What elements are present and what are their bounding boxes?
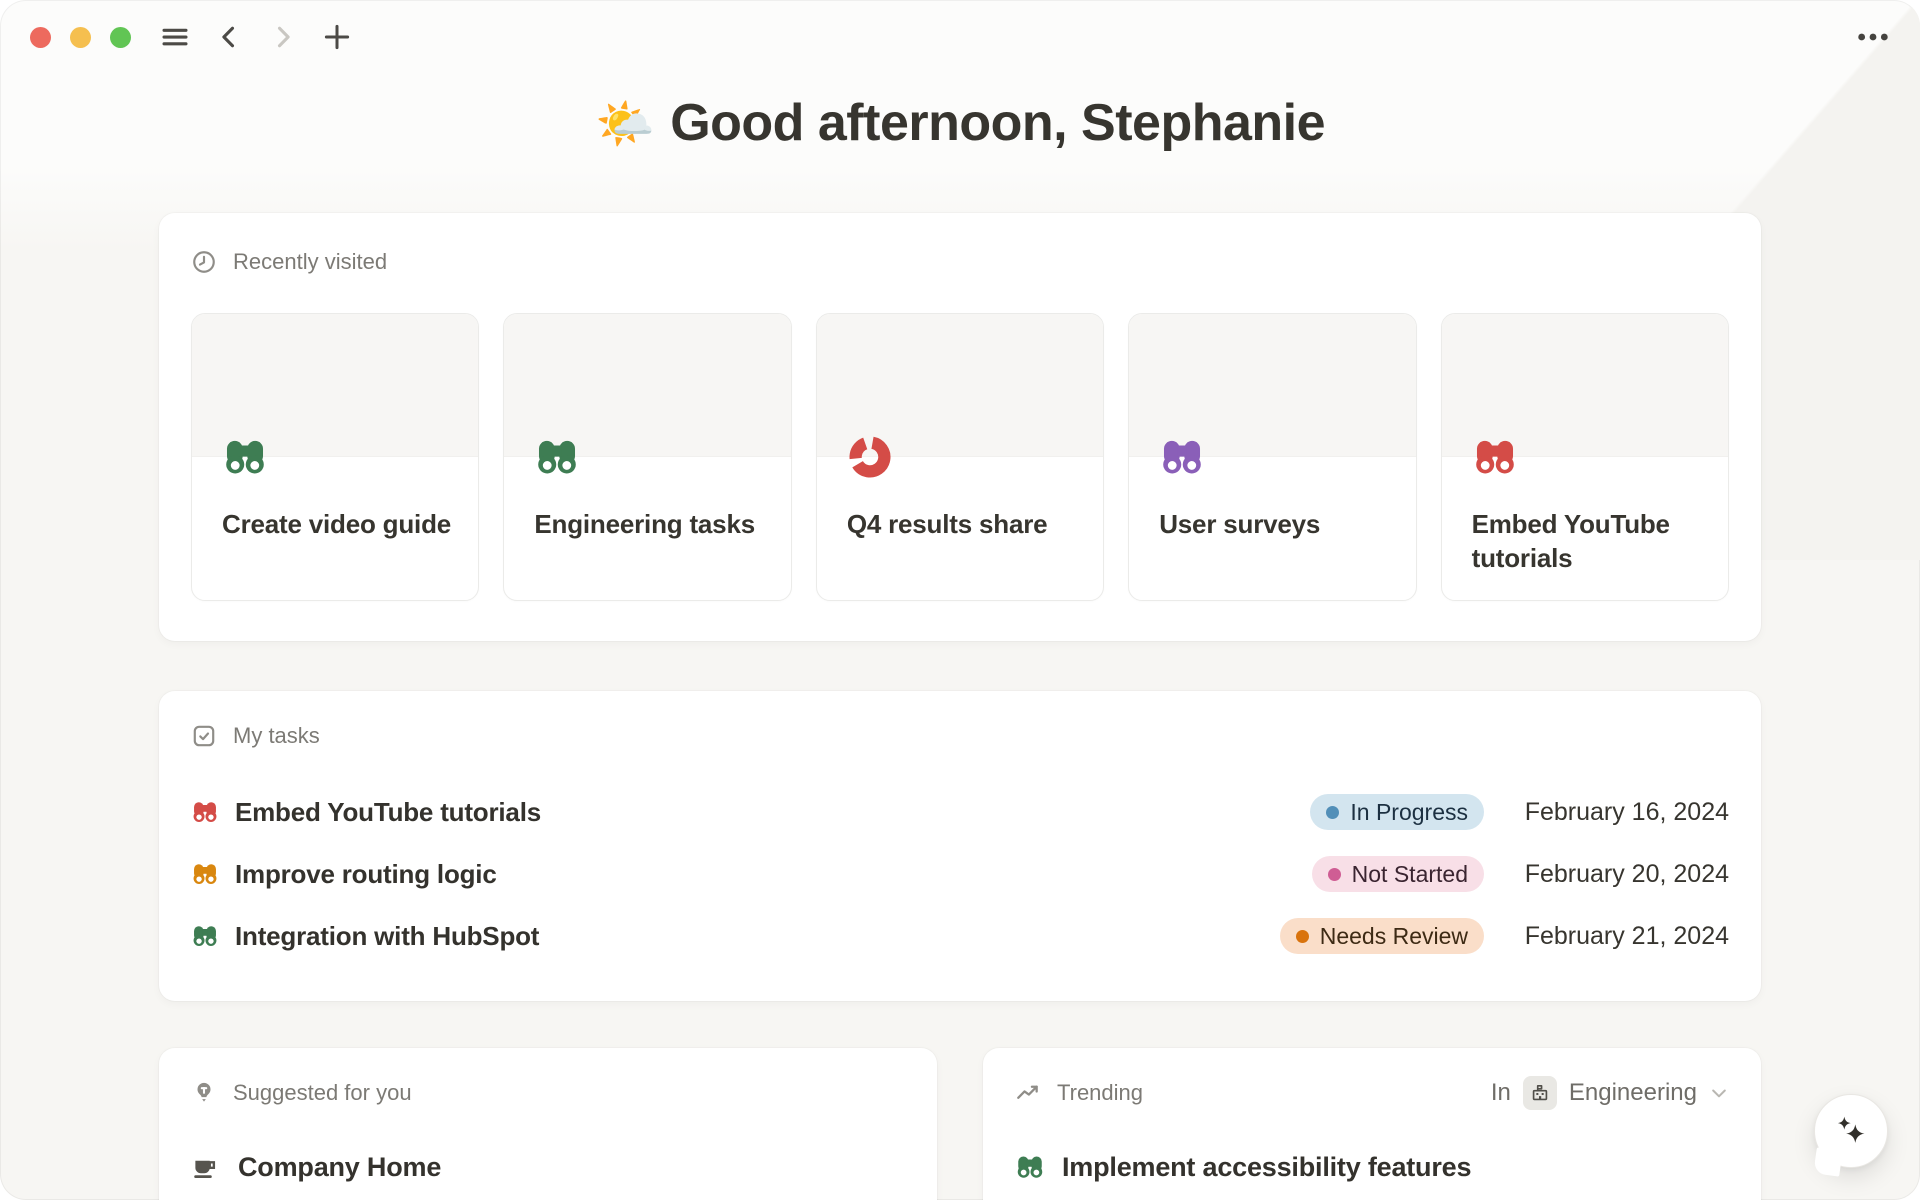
item-title: Company Home	[238, 1151, 442, 1182]
status-dot	[1326, 805, 1340, 819]
card-cover	[816, 314, 1104, 457]
sparkles-icon	[1830, 1110, 1872, 1152]
binoculars-icon	[1159, 434, 1205, 480]
recent-card-embed-youtube-tutorials[interactable]: Embed YouTube tutorials	[1440, 313, 1730, 601]
more-options-button[interactable]	[1856, 20, 1890, 54]
maximize-window-button[interactable]	[110, 26, 131, 48]
task-due-date: February 21, 2024	[1524, 921, 1729, 950]
item-title: Implement accessibility features	[1062, 1151, 1472, 1182]
donut-chart-icon	[847, 434, 893, 480]
ai-assistant-button[interactable]	[1814, 1094, 1888, 1168]
chevron-down-icon	[1709, 1083, 1729, 1103]
recently-visited-title: Recently visited	[233, 249, 388, 274]
checkbox-icon	[191, 723, 217, 749]
clock-icon	[191, 249, 217, 275]
new-page-button[interactable]	[320, 20, 354, 54]
status-badge[interactable]: In Progress	[1310, 794, 1484, 830]
page-title: 🌤️ Good afternoon, Stephanie	[594, 94, 1326, 152]
status-badge[interactable]: Not Started	[1311, 856, 1484, 892]
coffee-cup-icon	[191, 1152, 221, 1182]
recent-card-q4-results-share[interactable]: Q4 results share	[815, 313, 1105, 601]
binoculars-icon	[191, 798, 219, 826]
card-title: Create video guide	[222, 509, 452, 539]
status-dot	[1327, 867, 1341, 881]
card-title: User surveys	[1159, 509, 1321, 539]
titlebar	[0, 0, 1920, 74]
hamburger-menu-icon[interactable]	[158, 20, 192, 54]
task-title: Embed YouTube tutorials	[235, 796, 541, 827]
lightbulb-icon	[191, 1080, 217, 1106]
task-row-embed-youtube-tutorials[interactable]: Embed YouTube tutorials In Progress Febr…	[191, 781, 1729, 843]
my-tasks-title: My tasks	[233, 723, 320, 748]
card-cover	[192, 314, 479, 457]
binoculars-icon	[191, 922, 219, 950]
suggested-item-company-home[interactable]: Company Home	[191, 1136, 905, 1198]
my-tasks-section: My tasks Embed YouTube tutorials In Prog…	[159, 691, 1761, 1001]
forward-button[interactable]	[266, 20, 300, 54]
task-row-integration-with-hubspot[interactable]: Integration with HubSpot Needs Review Fe…	[191, 905, 1729, 967]
recent-card-create-video-guide[interactable]: Create video guide	[191, 313, 480, 601]
card-title: Q4 results share	[846, 509, 1048, 539]
sun-behind-cloud-emoji: 🌤️	[594, 98, 655, 151]
binoculars-icon	[191, 860, 219, 888]
card-cover	[504, 314, 791, 457]
task-title: Integration with HubSpot	[235, 920, 540, 951]
recently-visited-section: Recently visited Create video guide Engi…	[159, 213, 1761, 641]
card-title: Engineering tasks	[534, 509, 755, 539]
binoculars-icon	[222, 434, 268, 480]
scope-label: In	[1490, 1079, 1511, 1106]
back-button[interactable]	[212, 20, 246, 54]
task-due-date: February 20, 2024	[1524, 859, 1729, 888]
binoculars-icon	[1472, 434, 1518, 480]
status-dot	[1295, 929, 1309, 943]
suggested-section: Suggested for you Company Home	[159, 1048, 937, 1200]
suggested-title: Suggested for you	[233, 1080, 412, 1105]
trending-section: Trending In E	[983, 1048, 1761, 1200]
trending-title: Trending	[1057, 1080, 1144, 1105]
recent-card-engineering-tasks[interactable]: Engineering tasks	[503, 313, 792, 601]
scope-value: Engineering	[1568, 1079, 1697, 1106]
window-controls	[30, 26, 131, 48]
task-row-improve-routing-logic[interactable]: Improve routing logic Not Started Februa…	[191, 843, 1729, 905]
recent-card-user-surveys[interactable]: User surveys	[1128, 313, 1417, 601]
trending-scope-selector[interactable]: In Engineering	[1491, 1076, 1729, 1110]
binoculars-icon	[1015, 1152, 1045, 1182]
task-title: Improve routing logic	[235, 858, 497, 889]
trending-up-icon	[1015, 1080, 1041, 1106]
building-icon	[1522, 1076, 1557, 1110]
binoculars-icon	[534, 434, 580, 480]
status-badge[interactable]: Needs Review	[1279, 918, 1484, 954]
task-due-date: February 16, 2024	[1524, 797, 1729, 826]
close-window-button[interactable]	[30, 26, 51, 48]
card-cover	[1129, 314, 1416, 457]
minimize-window-button[interactable]	[70, 26, 91, 48]
trending-item-implement-accessibility-features[interactable]: Implement accessibility features	[1015, 1136, 1729, 1198]
